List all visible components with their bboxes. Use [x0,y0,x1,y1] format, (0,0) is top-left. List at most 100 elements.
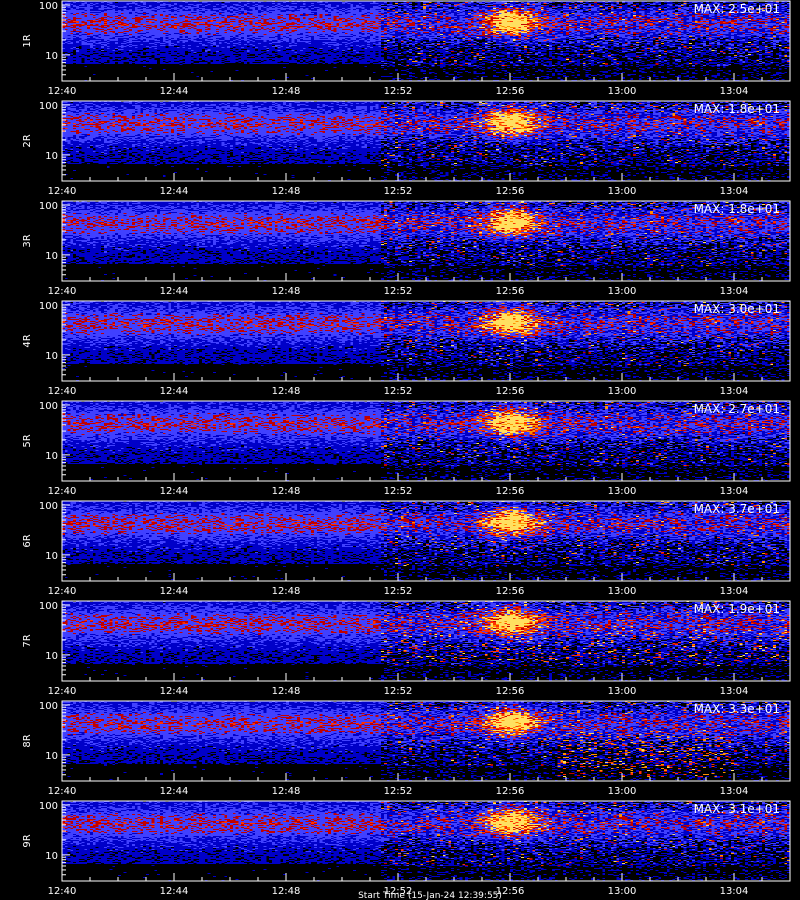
x-tick-label: 12:56 [496,186,525,197]
y-tick-label: 100 [39,601,58,612]
x-tick-label: 12:40 [48,86,77,97]
x-tick-label: 13:04 [720,586,749,597]
x-tick-label: 13:00 [608,786,637,797]
x-tick-label: 13:00 [608,386,637,397]
x-tick-label: 12:56 [496,586,525,597]
x-tick-label: 12:56 [496,686,525,697]
panel-label: 4R [22,334,33,347]
max-value-label: MAX: 2.5e+01 [694,2,780,16]
panel-label: 7R [22,634,33,647]
y-tick-label: 100 [39,1,58,12]
spectrogram-image [62,101,790,181]
panel-1R: 10 100 12:40 12:44 12:48 12:52 12:56 13:00 13:04… [22,0,791,97]
spectrogram-image [62,501,790,581]
y-tick-label: 100 [39,501,58,512]
panel-label: 9R [22,834,33,847]
x-tick-label: 12:40 [48,886,77,897]
x-tick-label: 13:04 [720,286,749,297]
x-tick-label: 12:44 [160,686,189,697]
x-tick-label: 12:40 [48,186,77,197]
panel-6R: 10 100 12:40 12:44 12:48 12:52 12:56 13:00 13:04… [22,500,791,597]
x-tick-label: 12:52 [384,886,413,897]
footer-start-time: Start Time (15-Jan-24 12:39:55) [358,891,502,900]
x-tick-label: 13:00 [608,886,637,897]
x-tick-label: 12:52 [384,486,413,497]
spectrogram-image [62,201,790,281]
x-tick-label: 12:48 [272,86,301,97]
x-tick-label: 13:00 [608,486,637,497]
panel-label: 6R [22,534,33,547]
x-tick-label: 12:44 [160,86,189,97]
y-tick-label: 100 [39,801,58,812]
panel-label: 8R [22,734,33,747]
x-tick-label: 12:44 [160,286,189,297]
x-tick-label: 12:56 [496,786,525,797]
x-tick-label: 13:00 [608,686,637,697]
max-value-label: MAX: 3.7e+01 [694,502,780,516]
x-tick-label: 12:40 [48,686,77,697]
y-tick-label: 10 [45,251,58,262]
spectrogram-image [62,1,790,81]
x-tick-label: 13:04 [720,86,749,97]
y-tick-label: 10 [45,151,58,162]
panel-label: 2R [22,134,33,147]
panel-4R: 10 100 12:40 12:44 12:48 12:52 12:56 13:00 13:04… [22,300,791,397]
y-tick-label: 10 [45,51,58,62]
panel-8R: 10 100 12:40 12:44 12:48 12:52 12:56 13:00 13:04… [22,700,791,797]
x-tick-label: 12:44 [160,186,189,197]
y-tick-label: 10 [45,751,58,762]
x-tick-label: 12:52 [384,86,413,97]
x-tick-label: 12:56 [496,86,525,97]
y-tick-label: 10 [45,351,58,362]
y-tick-label: 10 [45,651,58,662]
x-tick-label: 12:48 [272,486,301,497]
x-tick-label: 12:48 [272,586,301,597]
panel-label: 5R [22,434,33,447]
panel-2R: 10 100 12:40 12:44 12:48 12:52 12:56 13:00 13:04… [22,100,791,197]
y-tick-label: 10 [45,851,58,862]
panel-label: 1R [22,34,33,47]
max-value-label: MAX: 1.8e+01 [694,102,780,116]
x-tick-label: 12:52 [384,786,413,797]
x-tick-label: 12:52 [384,286,413,297]
x-tick-label: 13:04 [720,886,749,897]
y-tick-label: 100 [39,201,58,212]
max-value-label: MAX: 1.8e+01 [694,202,780,216]
x-tick-label: 12:40 [48,286,77,297]
x-tick-label: 12:40 [48,786,77,797]
spectrogram-image [62,701,790,781]
x-tick-label: 13:04 [720,786,749,797]
x-tick-label: 12:48 [272,386,301,397]
x-tick-label: 12:40 [48,486,77,497]
max-value-label: MAX: 3.1e+01 [694,802,780,816]
y-tick-label: 100 [39,401,58,412]
max-value-label: MAX: 3.3e+01 [694,702,780,716]
x-tick-label: 12:44 [160,786,189,797]
spectrogram-image [62,801,790,881]
x-tick-label: 12:48 [272,286,301,297]
max-value-label: MAX: 1.9e+01 [694,602,780,616]
x-tick-label: 13:04 [720,686,749,697]
y-tick-label: 10 [45,551,58,562]
x-tick-label: 12:52 [384,386,413,397]
panel-3R: 10 100 12:40 12:44 12:48 12:52 12:56 13:00 13:04… [22,200,791,297]
y-tick-label: 10 [45,451,58,462]
x-tick-label: 12:56 [496,886,525,897]
x-tick-label: 12:52 [384,586,413,597]
x-tick-label: 12:48 [272,686,301,697]
x-tick-label: 13:04 [720,486,749,497]
x-tick-label: 12:48 [272,186,301,197]
x-tick-label: 13:04 [720,186,749,197]
spectrogram-image [62,301,790,381]
x-tick-label: 13:00 [608,586,637,597]
x-tick-label: 12:44 [160,486,189,497]
panel-5R: 10 100 12:40 12:44 12:48 12:52 12:56 13:00 13:04… [22,400,791,497]
x-tick-label: 12:56 [496,286,525,297]
x-tick-label: 13:00 [608,186,637,197]
x-tick-label: 12:56 [496,386,525,397]
x-tick-label: 12:44 [160,586,189,597]
y-tick-label: 100 [39,301,58,312]
panel-label: 3R [22,234,33,247]
x-tick-label: 12:40 [48,586,77,597]
